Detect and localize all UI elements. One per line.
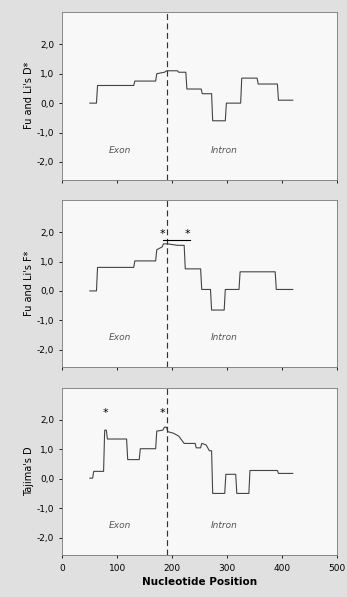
Text: *: *	[160, 408, 166, 418]
Text: Exon: Exon	[109, 146, 131, 155]
Y-axis label: Tajima's D: Tajima's D	[24, 447, 34, 496]
Text: Exon: Exon	[109, 333, 131, 343]
X-axis label: Nucleotide Position: Nucleotide Position	[142, 577, 257, 587]
Text: Intron: Intron	[211, 146, 238, 155]
Text: Intron: Intron	[211, 521, 238, 530]
Y-axis label: Fu and Li's F*: Fu and Li's F*	[24, 251, 34, 316]
Text: Exon: Exon	[109, 521, 131, 530]
Text: *: *	[102, 408, 108, 418]
Text: Intron: Intron	[211, 333, 238, 343]
Text: *: *	[185, 229, 190, 239]
Text: *: *	[160, 229, 166, 239]
Y-axis label: Fu and Li's D*: Fu and Li's D*	[24, 62, 34, 130]
